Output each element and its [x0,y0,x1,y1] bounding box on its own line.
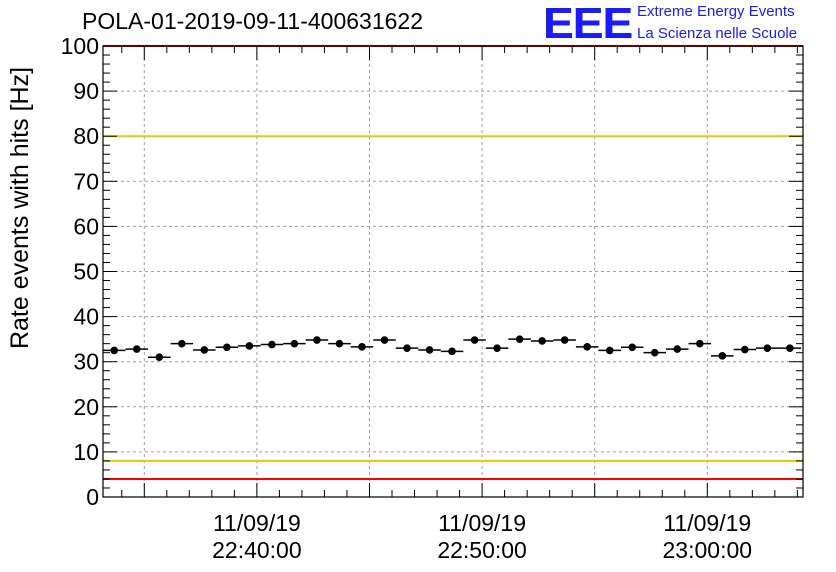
x-tick-label-time: 22:40:00 [212,537,302,563]
data-point [178,339,186,348]
y-tick-label: 10 [73,439,99,465]
data-point [132,345,141,353]
x-tick-label-date: 11/09/19 [438,510,526,536]
data-point [335,339,344,348]
data-point [403,344,411,352]
data-point [313,336,321,344]
x-tick-label-time: 22:50:00 [437,537,527,563]
data-point [560,336,569,344]
x-tick-label-date: 11/09/19 [213,510,301,536]
grid-lines [103,46,803,497]
data-point [155,353,164,361]
data-point [448,347,456,356]
tick-labels: 010203040506070809010011/09/1922:40:0011… [61,33,752,563]
data-point [358,343,366,351]
eee-logo: EEE [543,0,633,48]
data-point [290,339,299,348]
data-point [200,346,209,354]
y-axis-label: Rate events with hits [Hz] [6,67,34,349]
data-point [110,346,119,355]
x-tick-label-date: 11/09/19 [663,510,751,536]
data-point [583,343,591,351]
data-point [515,335,524,343]
data-point [605,346,614,355]
y-tick-label: 0 [86,484,99,510]
y-tick-label: 30 [73,349,99,375]
y-tick-label: 70 [73,168,99,194]
y-tick-label: 90 [73,78,99,104]
y-tick-label: 50 [73,259,99,285]
data-point [470,336,479,344]
y-tick-label: 20 [73,394,99,420]
axes [102,45,804,498]
data-point [223,343,231,352]
chart-title: POLA-01-2019-09-11-400631622 [82,8,423,34]
data-point [538,337,546,345]
x-tick-label-time: 23:00:00 [663,537,753,563]
data-point [741,345,749,354]
data-point [718,352,727,360]
data-point [425,346,434,354]
limit-lines [103,45,803,480]
data-point [763,344,772,352]
data-point [380,336,389,344]
logo-tagline-1: Extreme Energy Events [637,3,795,20]
y-tick-label: 60 [73,213,99,239]
data-point [628,343,637,352]
data-point [673,345,682,353]
data-point [695,339,704,348]
y-tick-label: 80 [73,123,99,149]
data-point [245,342,254,350]
y-tick-label: 40 [73,304,99,330]
data-point [650,348,659,357]
data-points [103,335,802,361]
y-tick-label: 100 [61,33,99,59]
data-point [268,340,276,349]
logo-tagline-2: La Scienza nelle Scuole [637,25,798,42]
data-point [786,344,794,352]
data-point [493,344,501,352]
